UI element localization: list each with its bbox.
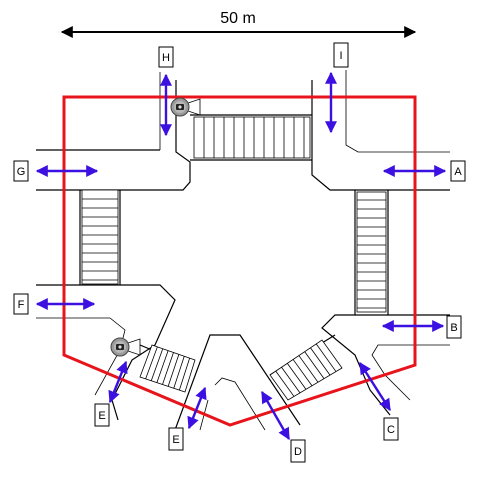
svg-text:H: H [162, 52, 170, 64]
label-e-bottom: E [168, 427, 184, 451]
crosswalk-left [81, 189, 119, 285]
svg-text:E: E [172, 434, 179, 446]
label-h: H [158, 46, 174, 68]
scale-bar: 50 m [60, 10, 417, 38]
traffic-arrows [35, 71, 447, 441]
crosswalk-bottom-left [139, 344, 196, 393]
label-a: A [450, 160, 466, 182]
label-b: B [446, 315, 462, 339]
svg-text:G: G [17, 166, 26, 178]
label-d: D [290, 439, 306, 463]
arrow-d [260, 390, 291, 441]
label-e-left: E [94, 403, 110, 427]
road-edges [36, 70, 450, 431]
arrow-e-left [108, 360, 128, 404]
svg-text:A: A [454, 166, 462, 178]
arrow-e-bottom [187, 386, 207, 430]
svg-text:I: I [339, 50, 342, 62]
svg-text:D: D [294, 446, 302, 458]
svg-text:C: C [387, 424, 395, 436]
crosswalk-bottom-right [269, 339, 343, 401]
label-i: I [333, 42, 349, 68]
svg-text:F: F [18, 299, 25, 311]
label-g: G [13, 160, 29, 182]
svg-text:E: E [98, 410, 105, 422]
crosswalk-right [356, 191, 387, 313]
arrow-c [358, 361, 392, 412]
camera-icon [110, 337, 141, 357]
label-f: F [13, 293, 29, 315]
svg-text:B: B [450, 322, 457, 334]
scale-bar-label: 50 m [220, 10, 256, 27]
study-area-boundary [62, 95, 417, 427]
camera-icon [170, 97, 201, 117]
crosswalk-top [193, 116, 311, 159]
label-c: C [383, 417, 399, 441]
